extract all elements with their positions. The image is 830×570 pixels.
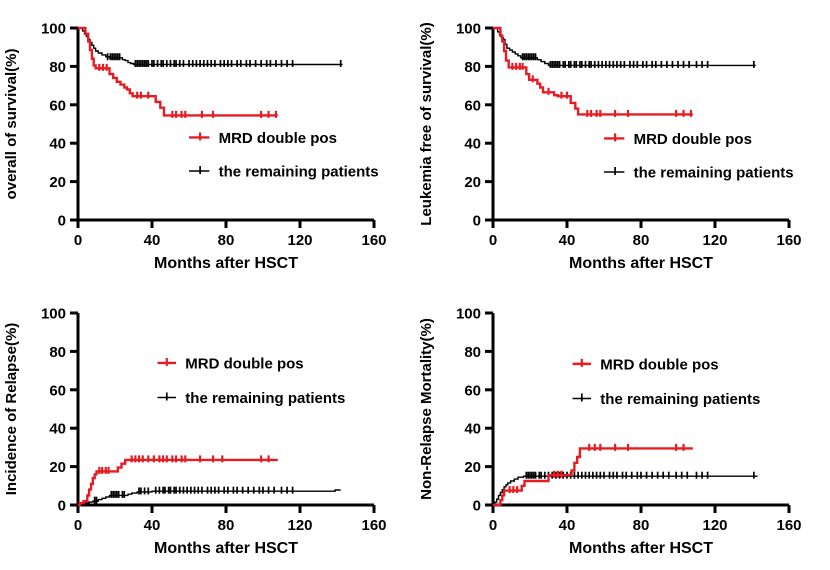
axes xyxy=(491,28,789,222)
x-tick-label: 160 xyxy=(361,232,386,249)
legend-label-the-remaining-patients: the remaining patients xyxy=(219,164,379,181)
legend-label-mrd-double-pos: MRD double pos xyxy=(600,356,718,373)
x-tick-label: 40 xyxy=(144,517,161,534)
x-tick-label: 0 xyxy=(74,517,82,534)
panel-incidence-of-relapse: 0 40 80 120 160 0 20 40 60 80 100 Months after HSCT… xyxy=(0,285,415,570)
panel-non-relapse-mortality: 0 40 80 120 160 0 20 40 60 80 100 Months after HSCT… xyxy=(415,285,830,570)
x-tick-label: 160 xyxy=(776,232,801,249)
x-tick-label: 120 xyxy=(287,517,312,534)
x-tick-label: 80 xyxy=(218,517,235,534)
panel-leukemia-free-survival: 0 40 80 120 160 0 20 40 60 80 100 Months after HSCT… xyxy=(415,0,830,285)
y-axis-title: overall of survival(%) xyxy=(3,49,20,200)
y-tick-label: 100 xyxy=(41,306,66,323)
panel-overall-survival: 0 40 80 120 160 0 20 40 60 80 100 Months after HSCT… xyxy=(0,0,415,285)
km-curve-mrd-double-pos xyxy=(493,26,693,116)
y-tick-label: 20 xyxy=(49,174,66,191)
km-curve-mrd-double-pos xyxy=(493,447,693,507)
x-tick-label: 40 xyxy=(559,517,576,534)
y-tick-label: 60 xyxy=(49,97,66,114)
km-curve-the-remaining-patients xyxy=(78,489,341,506)
km-curve-mrd-double-pos xyxy=(78,26,278,117)
x-tick-label: 40 xyxy=(144,232,161,249)
y-tick-label: 0 xyxy=(58,498,66,515)
x-tick-label: 80 xyxy=(633,517,650,534)
km-curve-mrd-double-pos xyxy=(78,458,278,507)
y-tick-label: 0 xyxy=(58,213,66,230)
y-tick-label: 0 xyxy=(473,213,481,230)
y-tick-label: 20 xyxy=(464,459,481,476)
y-tick-label: 100 xyxy=(41,21,66,38)
y-tick-label: 100 xyxy=(456,306,481,323)
y-tick-label: 60 xyxy=(464,382,481,399)
y-tick-label: 80 xyxy=(464,344,481,361)
x-tick-label: 40 xyxy=(559,232,576,249)
y-tick-label: 60 xyxy=(464,97,481,114)
y-tick-label: 40 xyxy=(49,136,66,153)
chart-overall-survival: 0 40 80 120 160 0 20 40 60 80 100 Months after HSCT… xyxy=(3,21,387,273)
y-tick-label: 80 xyxy=(49,59,66,76)
x-tick-label: 120 xyxy=(702,232,727,249)
x-tick-label: 160 xyxy=(361,517,386,534)
legend-label-the-remaining-patients: the remaining patients xyxy=(634,165,794,182)
x-axis-title: Months after HSCT xyxy=(154,255,298,272)
y-tick-label: 0 xyxy=(473,498,481,515)
y-tick-label: 80 xyxy=(464,59,481,76)
chart-leukemia-free-survival: 0 40 80 120 160 0 20 40 60 80 100 Months after HSCT… xyxy=(418,21,802,273)
km-curve-the-remaining-patients xyxy=(78,27,343,66)
y-tick-label: 100 xyxy=(456,21,481,38)
legend-label-mrd-double-pos: MRD double pos xyxy=(185,355,303,372)
y-tick-label: 80 xyxy=(49,344,66,361)
y-tick-label: 40 xyxy=(464,421,481,438)
legend-label-the-remaining-patients: the remaining patients xyxy=(600,391,760,408)
axes xyxy=(76,313,374,507)
x-axis-title: Months after HSCT xyxy=(569,255,713,272)
axes xyxy=(76,28,374,222)
x-axis-title: Months after HSCT xyxy=(154,540,298,557)
x-tick-label: 0 xyxy=(489,517,497,534)
y-tick-label: 20 xyxy=(464,174,481,191)
y-axis-title: Non-Relapse Mortality(%) xyxy=(418,318,435,500)
y-axis-title: Leukemia free of survival(%) xyxy=(418,22,435,225)
legend-label-the-remaining-patients: the remaining patients xyxy=(185,390,345,407)
x-tick-label: 80 xyxy=(633,232,650,249)
x-tick-label: 160 xyxy=(776,517,801,534)
x-tick-label: 120 xyxy=(702,517,727,534)
x-tick-label: 120 xyxy=(287,232,312,249)
y-tick-label: 20 xyxy=(49,459,66,476)
x-tick-label: 0 xyxy=(74,232,82,249)
y-tick-label: 40 xyxy=(49,421,66,438)
x-tick-label: 0 xyxy=(489,232,497,249)
chart-non-relapse-mortality: 0 40 80 120 160 0 20 40 60 80 100 Months after HSCT… xyxy=(418,306,802,558)
y-tick-label: 60 xyxy=(49,382,66,399)
x-axis-title: Months after HSCT xyxy=(569,540,713,557)
y-axis-title: Incidence of Relapse(%) xyxy=(3,323,20,496)
chart-incidence-of-relapse: 0 40 80 120 160 0 20 40 60 80 100 Months after HSCT… xyxy=(3,306,387,558)
legend-label-mrd-double-pos: MRD double pos xyxy=(219,130,337,147)
legend-label-mrd-double-pos: MRD double pos xyxy=(634,131,752,148)
km-curve-the-remaining-patients xyxy=(493,475,758,506)
y-tick-label: 40 xyxy=(464,136,481,153)
x-tick-label: 80 xyxy=(218,232,235,249)
